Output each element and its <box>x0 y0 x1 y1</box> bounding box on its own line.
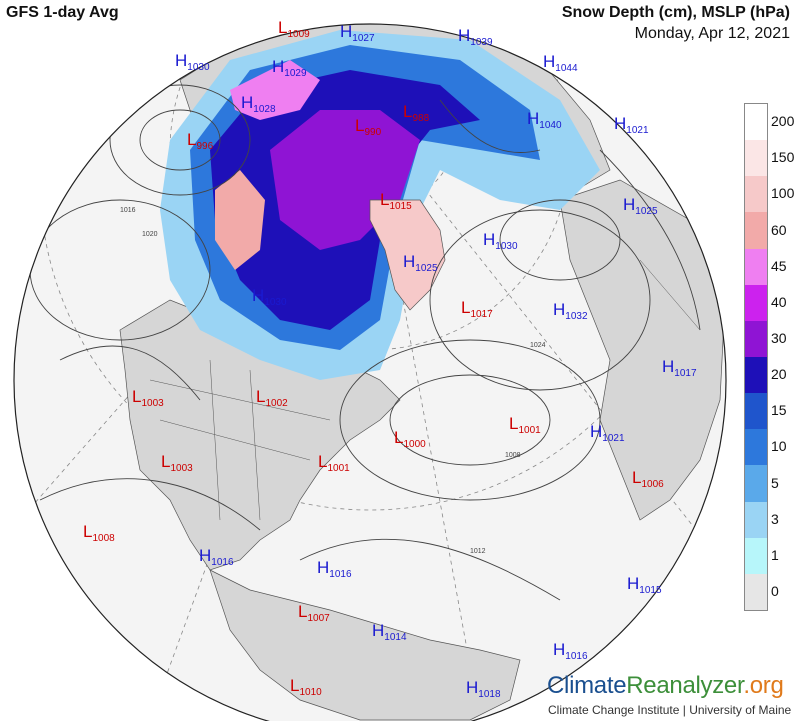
isobar-value-label: 1008 <box>505 452 521 459</box>
high-pressure-label: H1018 <box>466 678 501 700</box>
left-title: GFS 1-day Avg <box>6 4 119 21</box>
low-pressure-label: L1006 <box>632 468 664 490</box>
low-pressure-label: L1015 <box>380 190 412 212</box>
high-pressure-label: H1027 <box>340 22 375 44</box>
high-pressure-label: H1016 <box>199 546 234 568</box>
high-pressure-label: H1044 <box>543 52 578 74</box>
low-pressure-label: L1010 <box>290 676 322 698</box>
legend-label: 150 <box>771 149 795 166</box>
high-pressure-label: H1025 <box>403 252 438 274</box>
low-pressure-label: L1001 <box>318 452 350 474</box>
isobar-value-label: 1016 <box>120 207 136 214</box>
legend-label: 200 <box>771 113 795 130</box>
date-label: Monday, Apr 12, 2021 <box>634 25 790 42</box>
snow-magenta <box>230 60 320 120</box>
legend-label: 100 <box>771 185 795 202</box>
isobar-value-label: 1024 <box>530 342 546 349</box>
legend-swatch <box>745 176 767 213</box>
legend-swatch <box>745 393 767 430</box>
high-pressure-label: H1029 <box>272 57 307 79</box>
legend-label: 30 <box>771 329 787 346</box>
legend-swatch <box>745 284 767 321</box>
legend-swatch <box>745 320 767 357</box>
legend-swatch <box>745 537 767 574</box>
high-pressure-label: H1025 <box>623 195 658 217</box>
low-pressure-label: L1003 <box>132 387 164 409</box>
isobar-labels: 1016 1020 1024 1008 1012 <box>120 207 546 555</box>
globe-outline <box>13 23 727 721</box>
low-pressure-label: L1008 <box>83 522 115 544</box>
high-pressure-label: H1040 <box>527 109 562 131</box>
brand-credit: Climate Change Institute | University of… <box>548 703 792 717</box>
legend-label: 3 <box>771 510 779 527</box>
legend-swatch <box>745 212 767 249</box>
isobars <box>29 84 701 601</box>
boundaries <box>149 259 701 521</box>
legend-swatch <box>745 465 767 502</box>
low-pressure-label: L1001 <box>509 414 541 436</box>
high-pressure-label: H1030 <box>175 51 210 73</box>
legend-swatch <box>745 429 767 466</box>
pressure-labels: L1009 H1027 H1039 H1030 H1029 H1044 H1028 L990 L… <box>83 18 697 700</box>
legend-label: 0 <box>771 582 779 599</box>
low-pressure-label: L990 <box>355 116 382 138</box>
low-pressure-label: L988 <box>403 102 430 124</box>
legend-swatch <box>745 573 767 610</box>
legend-colorbar <box>744 103 768 611</box>
high-pressure-label: H1032 <box>553 300 588 322</box>
high-pressure-label: H1030 <box>483 230 518 252</box>
land-south-america <box>209 569 521 721</box>
legend-swatch <box>745 140 767 177</box>
legend-label: 45 <box>771 257 787 274</box>
legend-swatch <box>745 104 767 141</box>
low-pressure-label: L1007 <box>298 602 330 624</box>
legend-label: 5 <box>771 474 779 491</box>
legend-swatch <box>745 248 767 285</box>
isobar-value-label: 1012 <box>470 548 486 555</box>
isobar-value-label: 1020 <box>142 231 158 238</box>
legend-label: 10 <box>771 438 787 455</box>
legend-label: 20 <box>771 366 787 383</box>
high-pressure-label: H1015 <box>627 574 662 596</box>
land-greenland <box>369 199 446 311</box>
high-pressure-label: H1039 <box>458 26 493 48</box>
low-pressure-label: L1003 <box>161 452 193 474</box>
high-pressure-label: H1017 <box>662 357 697 379</box>
high-pressure-label: H1016 <box>317 558 352 580</box>
high-pressure-label: H1030 <box>252 286 287 308</box>
high-pressure-label: H1021 <box>614 114 649 136</box>
high-pressure-label: H1014 <box>372 621 407 643</box>
legend-label: 15 <box>771 402 787 419</box>
legend-swatch <box>745 357 767 394</box>
low-pressure-label: L1009 <box>278 18 310 40</box>
low-pressure-label: L1000 <box>394 428 426 450</box>
high-pressure-label: H1016 <box>553 640 588 662</box>
legend-label: 60 <box>771 221 787 238</box>
legend-label: 1 <box>771 546 779 563</box>
legend-label: 40 <box>771 293 787 310</box>
right-title: Snow Depth (cm), MSLP (hPa) <box>561 4 790 21</box>
brand-logo: ClimateReanalyzer.org <box>547 672 784 699</box>
high-pressure-label: H1028 <box>241 93 276 115</box>
legend-swatch <box>745 501 767 538</box>
low-pressure-label: L1017 <box>461 298 493 320</box>
high-pressure-label: H1021 <box>590 422 625 444</box>
low-pressure-label: L1002 <box>256 387 288 409</box>
snow-pink <box>215 170 265 270</box>
low-pressure-label: L996 <box>187 130 214 152</box>
